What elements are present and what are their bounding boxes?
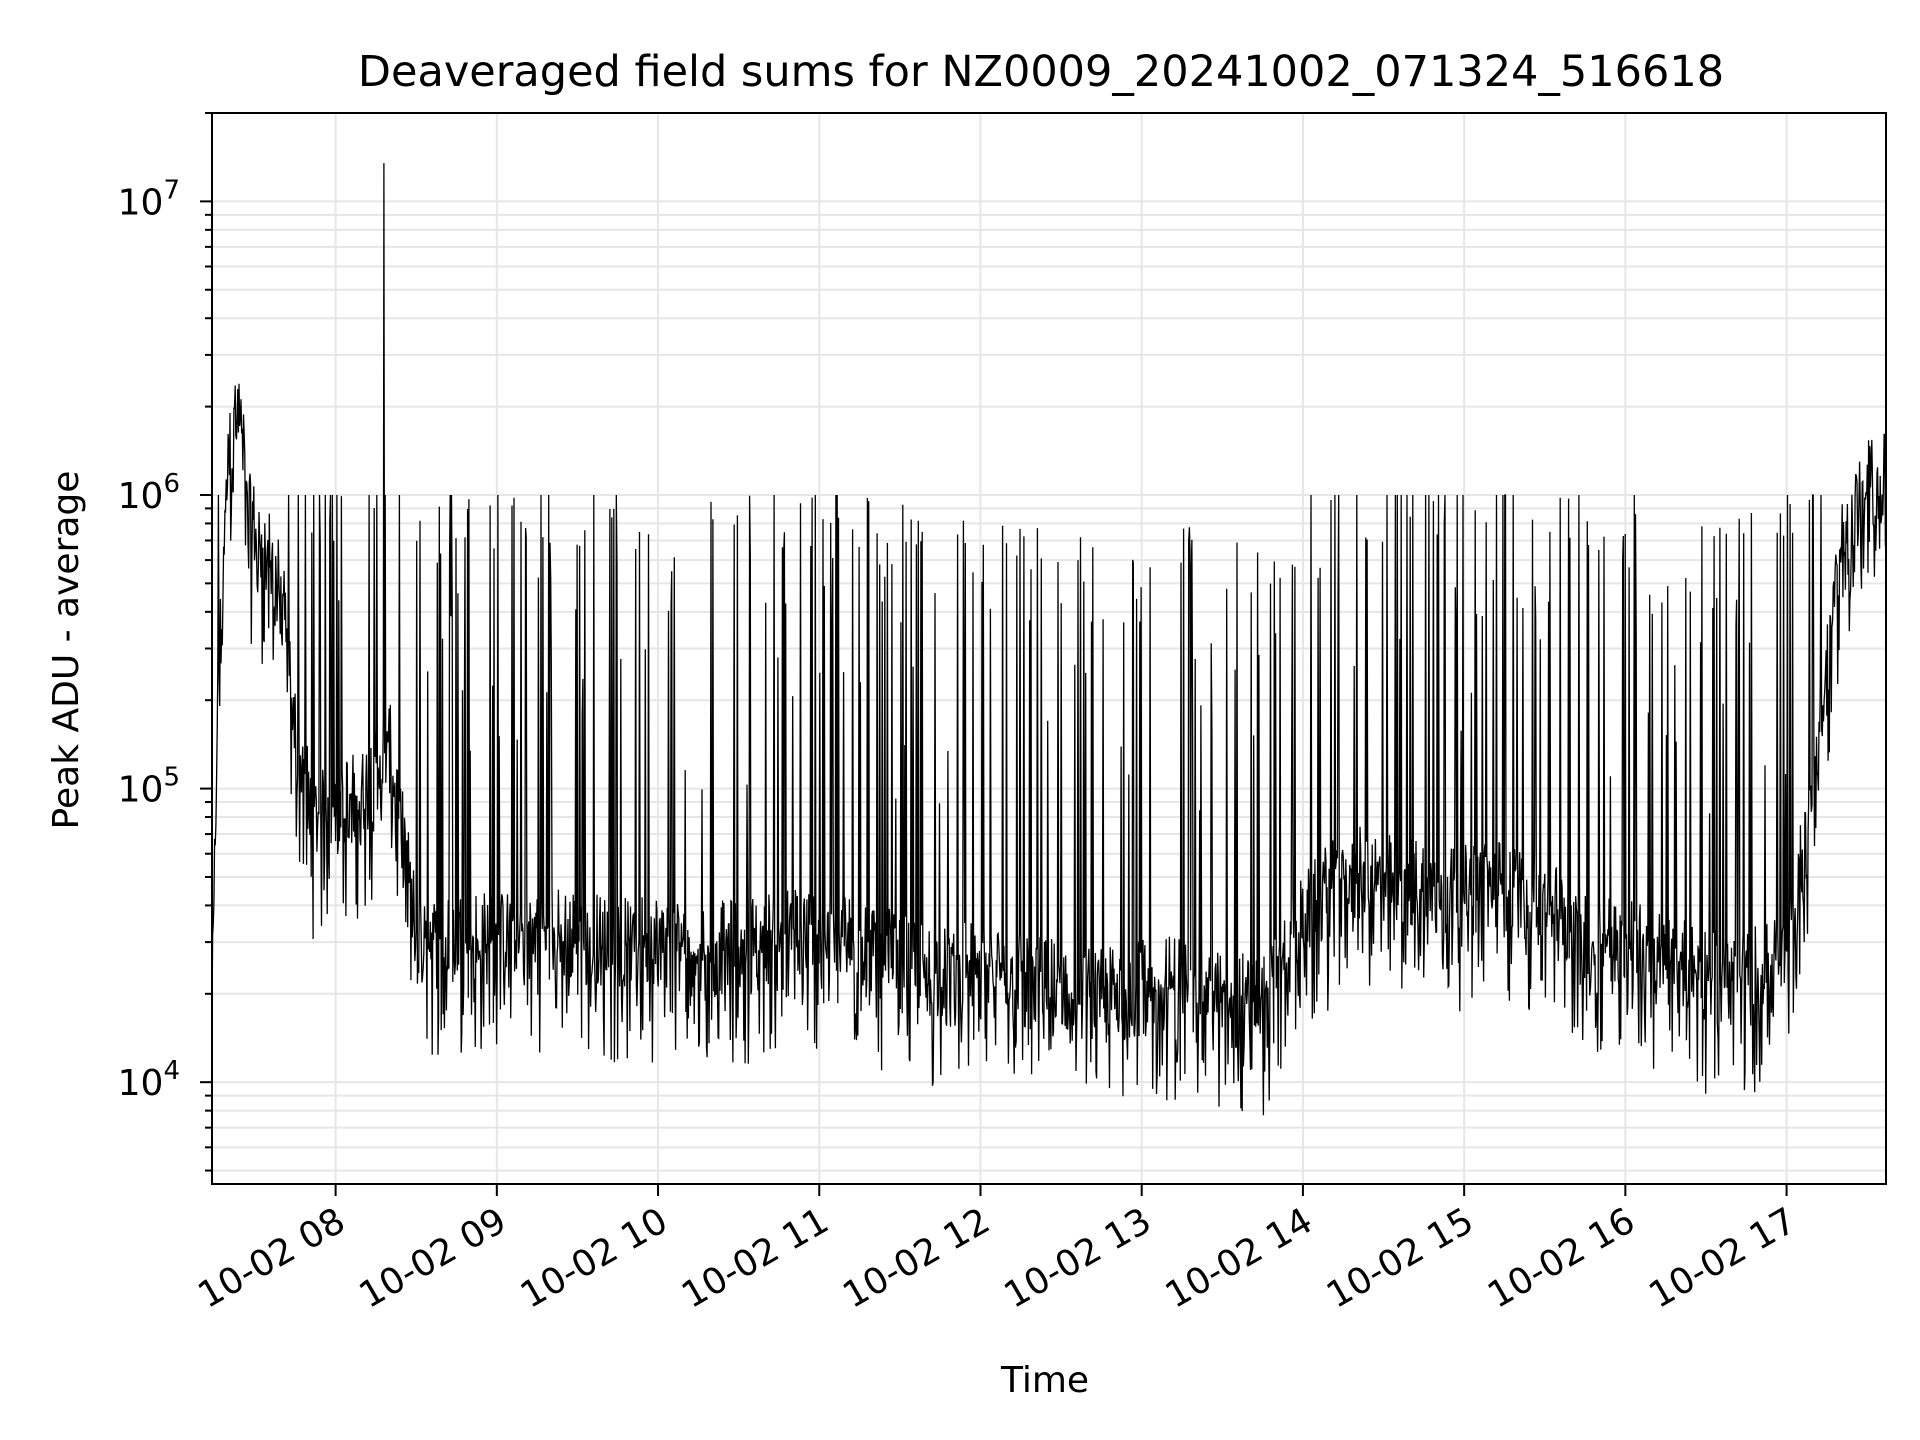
x-axis-label: Time bbox=[1000, 1360, 1089, 1401]
chart-title: Deaveraged field sums for NZ0009_2024100… bbox=[358, 47, 1724, 97]
y-tick-label: 106 bbox=[118, 469, 180, 517]
x-axis: 10-02 08 10-02 09 10-02 10 10-02 11 10-02 12… bbox=[191, 1184, 1803, 1317]
x-tick-label: 10-02 16 bbox=[1481, 1200, 1642, 1316]
x-tick-label: 10-02 12 bbox=[836, 1200, 997, 1316]
x-tick-label: 10-02 14 bbox=[1159, 1200, 1320, 1316]
series-line-path bbox=[211, 163, 1887, 1116]
y-tick-label: 105 bbox=[118, 763, 180, 811]
x-tick-label: 10-02 09 bbox=[353, 1200, 514, 1316]
x-tick-label: 10-02 15 bbox=[1320, 1200, 1481, 1316]
x-tick-label: 10-02 10 bbox=[514, 1200, 675, 1316]
x-tick-label: 10-02 13 bbox=[998, 1200, 1159, 1316]
x-tick-label: 10-02 17 bbox=[1642, 1200, 1803, 1316]
x-tick-label: 10-02 08 bbox=[191, 1200, 352, 1316]
y-axis-label: Peak ADU - average bbox=[46, 471, 87, 830]
x-tick-label: 10-02 11 bbox=[675, 1200, 836, 1316]
y-axis: 104 105 106 107 bbox=[118, 112, 212, 1172]
y-tick-label: 107 bbox=[118, 175, 180, 223]
series-line bbox=[211, 163, 1887, 1116]
y-tick-label: 104 bbox=[118, 1056, 180, 1104]
